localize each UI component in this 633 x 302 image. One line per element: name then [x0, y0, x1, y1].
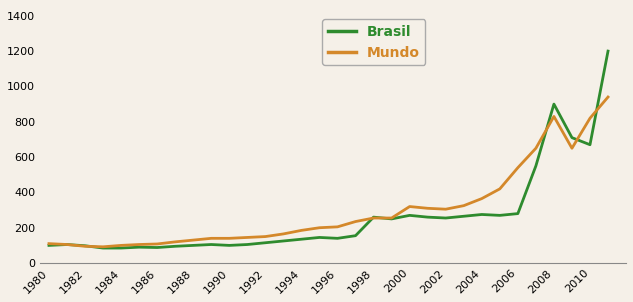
Mundo — [424, 207, 432, 210]
Brasil — [63, 243, 71, 246]
Brasil — [280, 239, 287, 243]
Brasil — [550, 102, 558, 106]
Brasil — [532, 164, 540, 168]
Mundo — [225, 236, 233, 240]
Mundo — [496, 187, 504, 191]
Brasil — [406, 214, 413, 217]
Brasil — [334, 236, 341, 240]
Mundo — [514, 166, 522, 169]
Mundo — [208, 236, 215, 240]
Mundo — [189, 238, 197, 242]
Mundo — [532, 146, 540, 150]
Brasil — [99, 246, 107, 250]
Brasil — [586, 143, 594, 146]
Brasil — [225, 244, 233, 247]
Brasil — [568, 136, 576, 140]
Brasil — [605, 49, 612, 53]
Brasil — [153, 246, 161, 249]
Mundo — [135, 243, 143, 246]
Brasil — [370, 215, 377, 219]
Mundo — [280, 232, 287, 236]
Mundo — [316, 226, 323, 230]
Line: Mundo: Mundo — [49, 97, 608, 247]
Legend: Brasil, Mundo: Brasil, Mundo — [322, 19, 425, 65]
Mundo — [442, 207, 449, 211]
Mundo — [352, 220, 360, 223]
Brasil — [478, 213, 486, 216]
Mundo — [45, 242, 53, 246]
Mundo — [334, 225, 341, 229]
Mundo — [172, 240, 179, 244]
Brasil — [424, 215, 432, 219]
Mundo — [388, 216, 396, 220]
Brasil — [81, 244, 89, 248]
Brasil — [172, 244, 179, 248]
Mundo — [568, 146, 576, 150]
Mundo — [81, 244, 89, 248]
Brasil — [388, 217, 396, 221]
Mundo — [153, 242, 161, 246]
Mundo — [298, 229, 305, 232]
Mundo — [550, 115, 558, 118]
Mundo — [370, 216, 377, 220]
Line: Brasil: Brasil — [49, 51, 608, 248]
Brasil — [45, 244, 53, 247]
Brasil — [352, 234, 360, 237]
Brasil — [514, 212, 522, 215]
Mundo — [406, 205, 413, 208]
Mundo — [605, 95, 612, 99]
Mundo — [117, 244, 125, 247]
Mundo — [261, 235, 269, 238]
Brasil — [496, 214, 504, 217]
Mundo — [478, 197, 486, 201]
Brasil — [244, 243, 251, 246]
Brasil — [189, 244, 197, 247]
Brasil — [298, 237, 305, 241]
Brasil — [117, 246, 125, 250]
Mundo — [460, 204, 468, 207]
Brasil — [261, 241, 269, 245]
Brasil — [460, 214, 468, 218]
Brasil — [316, 236, 323, 239]
Brasil — [442, 216, 449, 220]
Brasil — [208, 243, 215, 246]
Mundo — [63, 243, 71, 246]
Brasil — [135, 245, 143, 249]
Mundo — [586, 116, 594, 120]
Mundo — [99, 245, 107, 249]
Mundo — [244, 236, 251, 239]
